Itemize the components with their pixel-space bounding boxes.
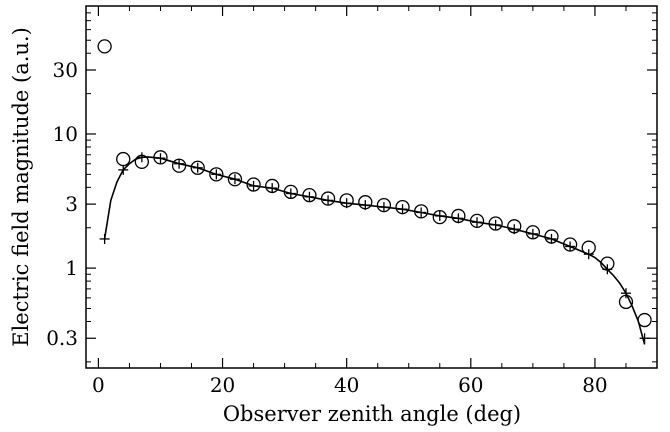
y-tick-label: 0.3 xyxy=(46,326,78,350)
plus-point xyxy=(155,153,166,164)
plus-point xyxy=(229,174,240,185)
plus-point xyxy=(248,180,259,191)
circle-point xyxy=(432,209,447,225)
plus-point xyxy=(341,198,352,209)
circle-point xyxy=(469,213,485,229)
y-tick-label: 1 xyxy=(65,256,78,280)
plus-point xyxy=(378,202,389,213)
x-tick-label: 60 xyxy=(458,373,483,397)
circle-point xyxy=(488,216,503,231)
plus-point xyxy=(602,264,613,275)
circle-point xyxy=(227,172,243,187)
x-tick-label: 0 xyxy=(92,373,105,397)
circle-point xyxy=(153,150,168,165)
plus-point xyxy=(453,213,464,224)
plus-point xyxy=(118,164,129,175)
axis-ticks xyxy=(86,6,658,368)
plus-point xyxy=(565,241,576,252)
circle-point xyxy=(190,160,205,175)
y-tick-label: 3 xyxy=(65,192,78,216)
y-axis-title: Electric field magnitude (a.u.) xyxy=(9,27,33,347)
x-tick-label: 80 xyxy=(582,373,607,397)
plus-point xyxy=(620,288,631,299)
plot-frame xyxy=(85,5,658,369)
plus-point xyxy=(509,224,520,235)
plus-point xyxy=(397,204,408,215)
plus-point xyxy=(174,158,185,169)
circle-point xyxy=(414,204,429,219)
data-marks xyxy=(97,39,652,345)
plus-point xyxy=(192,162,203,173)
plus-point xyxy=(472,217,483,228)
plus-point xyxy=(639,333,650,344)
x-axis-title: Observer zenith angle (deg) xyxy=(223,402,521,426)
plus-point xyxy=(136,152,147,163)
circle-point xyxy=(246,177,261,192)
plus-point xyxy=(211,169,222,180)
plus-point xyxy=(285,188,296,199)
circle-point xyxy=(116,151,131,167)
x-tick-label: 40 xyxy=(334,373,359,397)
plus-point xyxy=(583,249,594,260)
circle-point xyxy=(97,39,112,54)
x-tick-label: 20 xyxy=(210,373,235,397)
plus-point xyxy=(360,200,371,211)
plus-point xyxy=(527,228,538,239)
plus-point xyxy=(99,233,110,244)
plus-point xyxy=(434,210,445,221)
circle-point xyxy=(637,312,652,328)
series-line xyxy=(103,156,646,345)
axis-tick-labels: 0 20 40 60 80 0.3 1 3 10 30 xyxy=(46,58,607,397)
plus-point xyxy=(546,233,557,244)
plus-point xyxy=(416,207,427,218)
plus-point xyxy=(304,191,315,202)
plus-point xyxy=(490,219,501,230)
y-tick-label: 30 xyxy=(53,58,78,82)
plus-point xyxy=(323,195,334,206)
circle-point xyxy=(209,167,224,182)
y-tick-label: 10 xyxy=(53,122,78,146)
plus-point xyxy=(267,183,278,194)
